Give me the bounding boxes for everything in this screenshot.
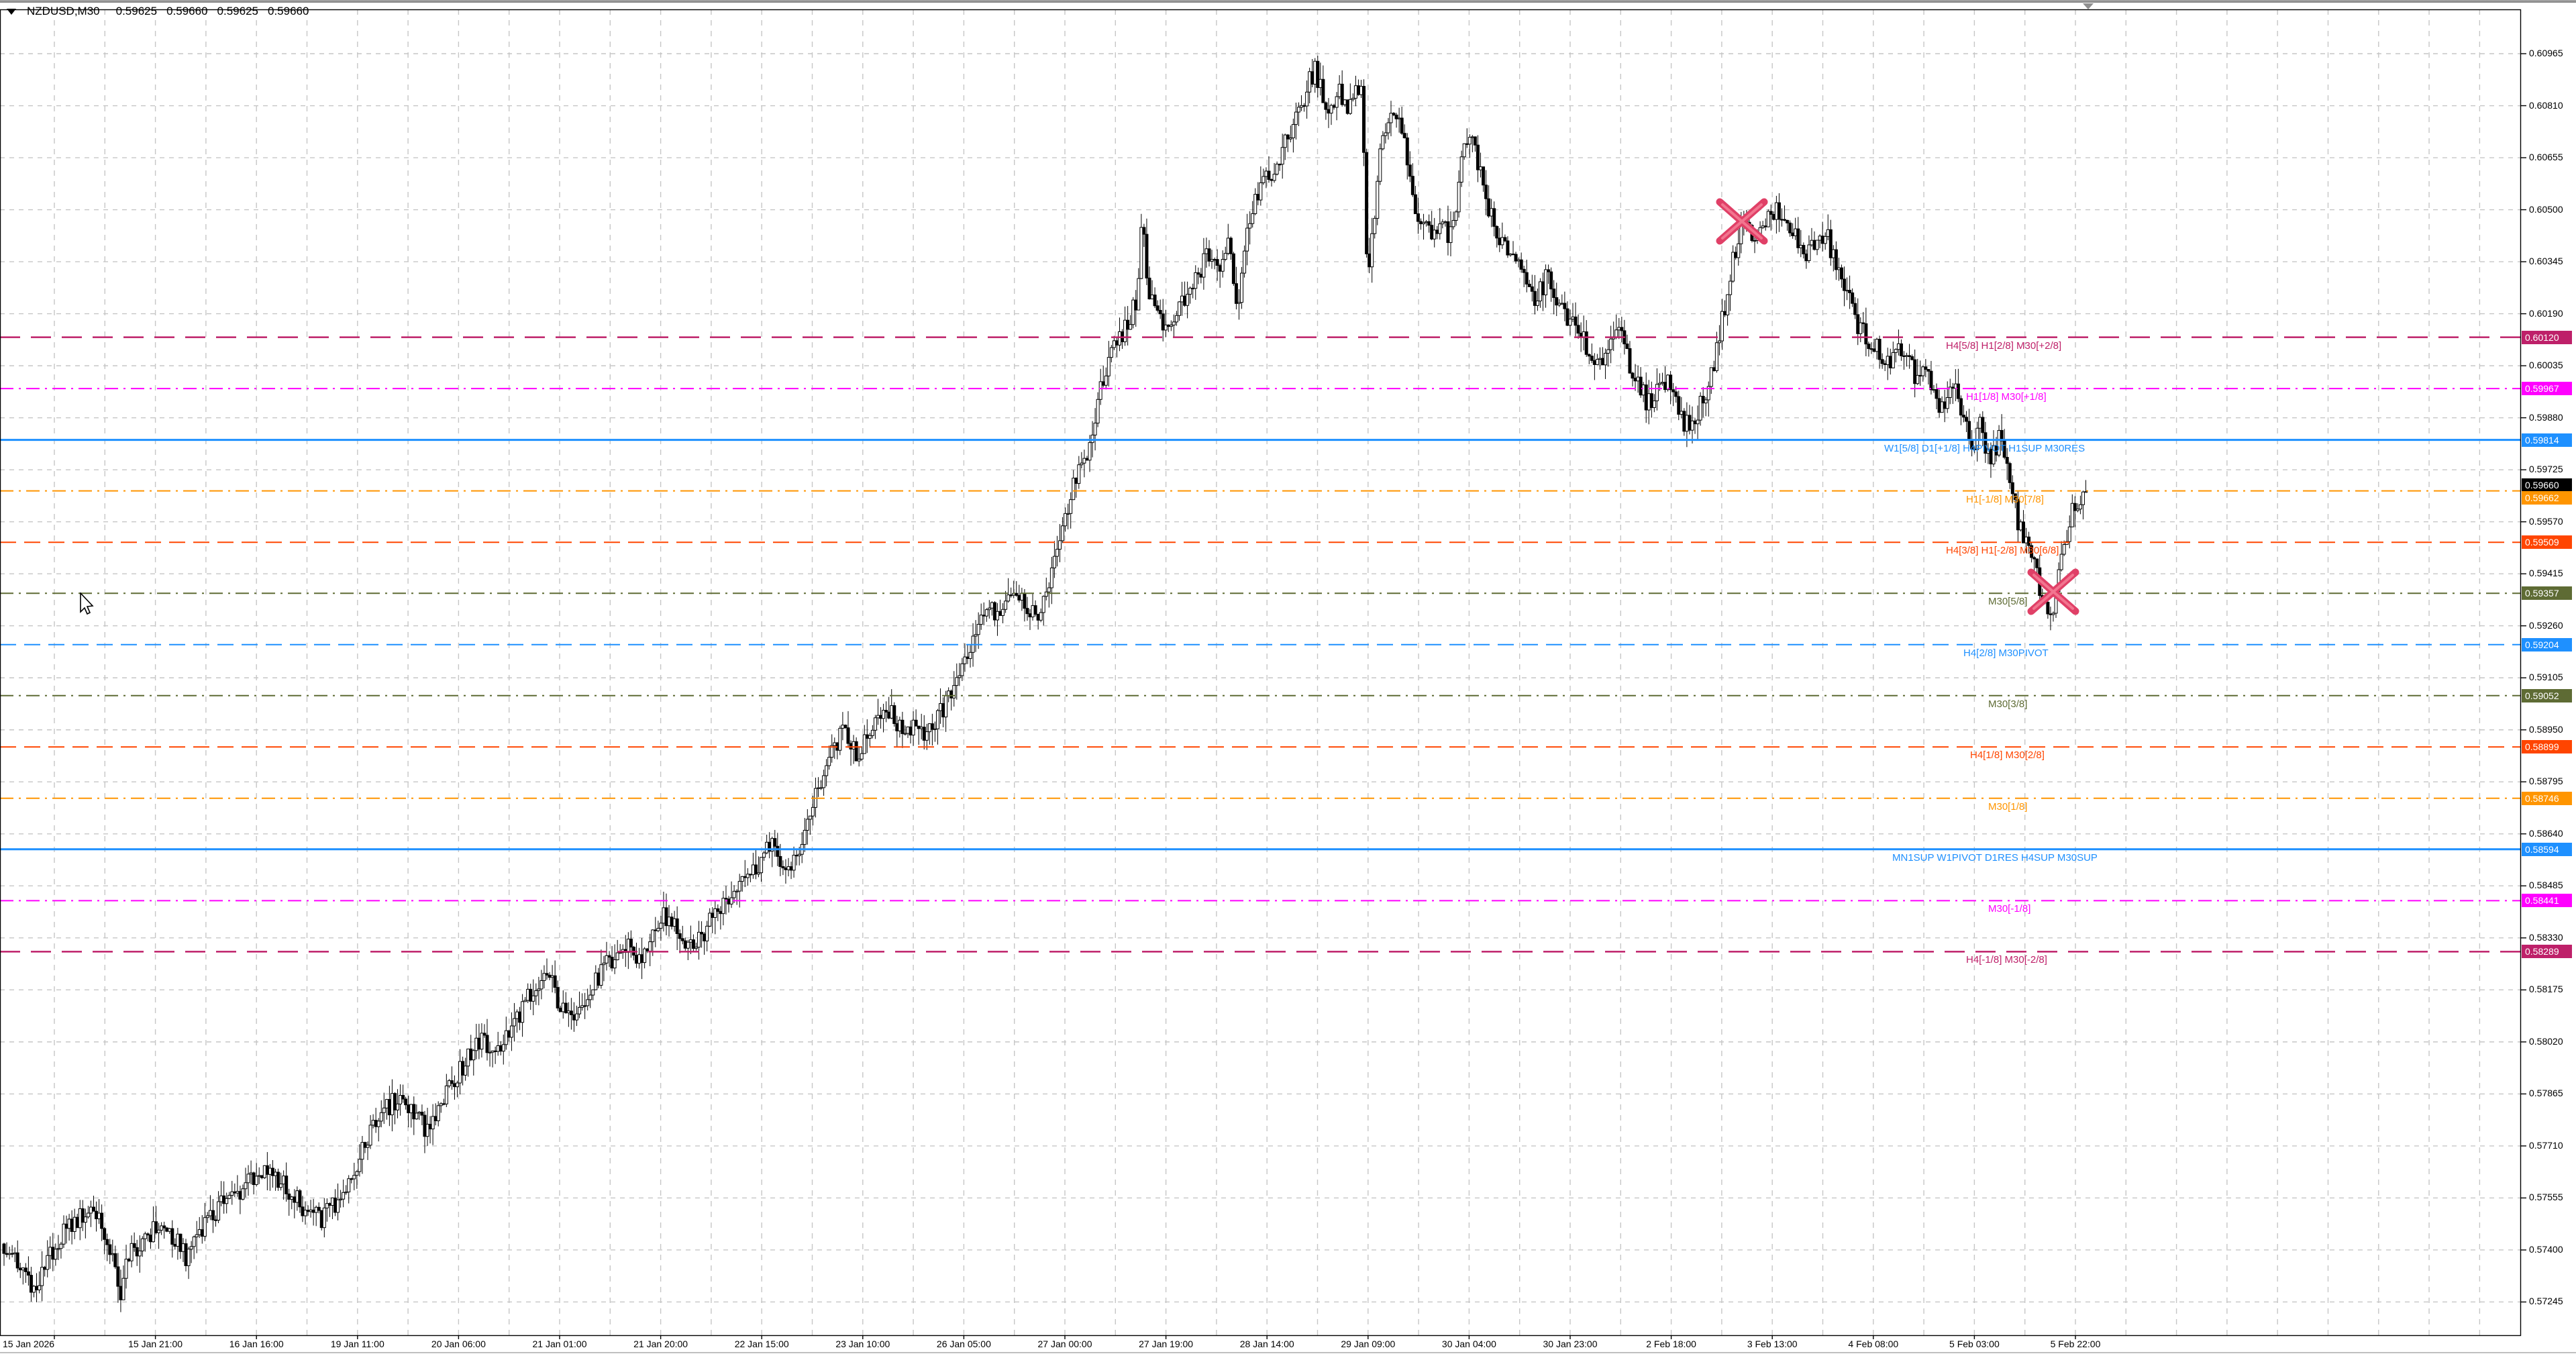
window-top-edge [0,0,2576,3]
candles [2,56,2088,1312]
ohlc-open: 0.59625 [115,5,158,17]
symbol-title: NZDUSD,M30 [27,5,100,17]
ohlc-low: 0.59625 [217,5,258,17]
mouse-cursor-icon [80,592,94,615]
level-lines [0,336,2521,953]
ohlc-header: NZDUSD,M30 0.59625 0.59660 0.59625 0.596… [7,5,309,18]
grid [0,9,2521,1335]
ohlc-high: 0.59660 [166,5,208,17]
ohlc-close: 0.59660 [267,5,309,17]
window-bottom-edge [0,1352,2576,1353]
chart-shift-marker-icon[interactable] [2083,3,2094,9]
trade-close-marks [1716,198,2079,615]
symbol-dropdown-icon[interactable] [7,8,16,15]
